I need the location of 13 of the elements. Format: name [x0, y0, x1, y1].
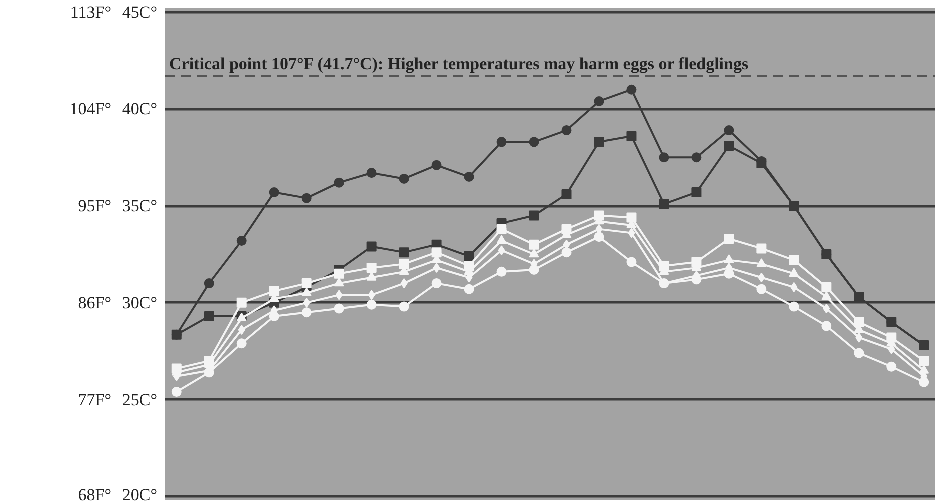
- y-tick-label: 30C°: [122, 293, 158, 312]
- y-tick-label: 45C°: [122, 2, 158, 22]
- y2-tick-label: 77F°: [78, 390, 112, 410]
- y-tick-label: 20C°: [122, 486, 158, 504]
- y-tick-label: 40C°: [122, 100, 158, 119]
- y2-tick-label: 86F°: [78, 293, 112, 312]
- y2-tick-label: 113F°: [70, 2, 112, 22]
- y2-tick-label: 68F°: [78, 486, 112, 504]
- y2-tick-label: 104F°: [70, 100, 112, 119]
- y-tick-label: 25C°: [122, 390, 158, 410]
- y-tick-label: 35C°: [122, 196, 158, 216]
- ref-line-label: Critical point 107°F (41.7°C): Higher temperatures may harm eggs or fledglings: [170, 54, 749, 74]
- y2-tick-label: 95F°: [78, 196, 112, 216]
